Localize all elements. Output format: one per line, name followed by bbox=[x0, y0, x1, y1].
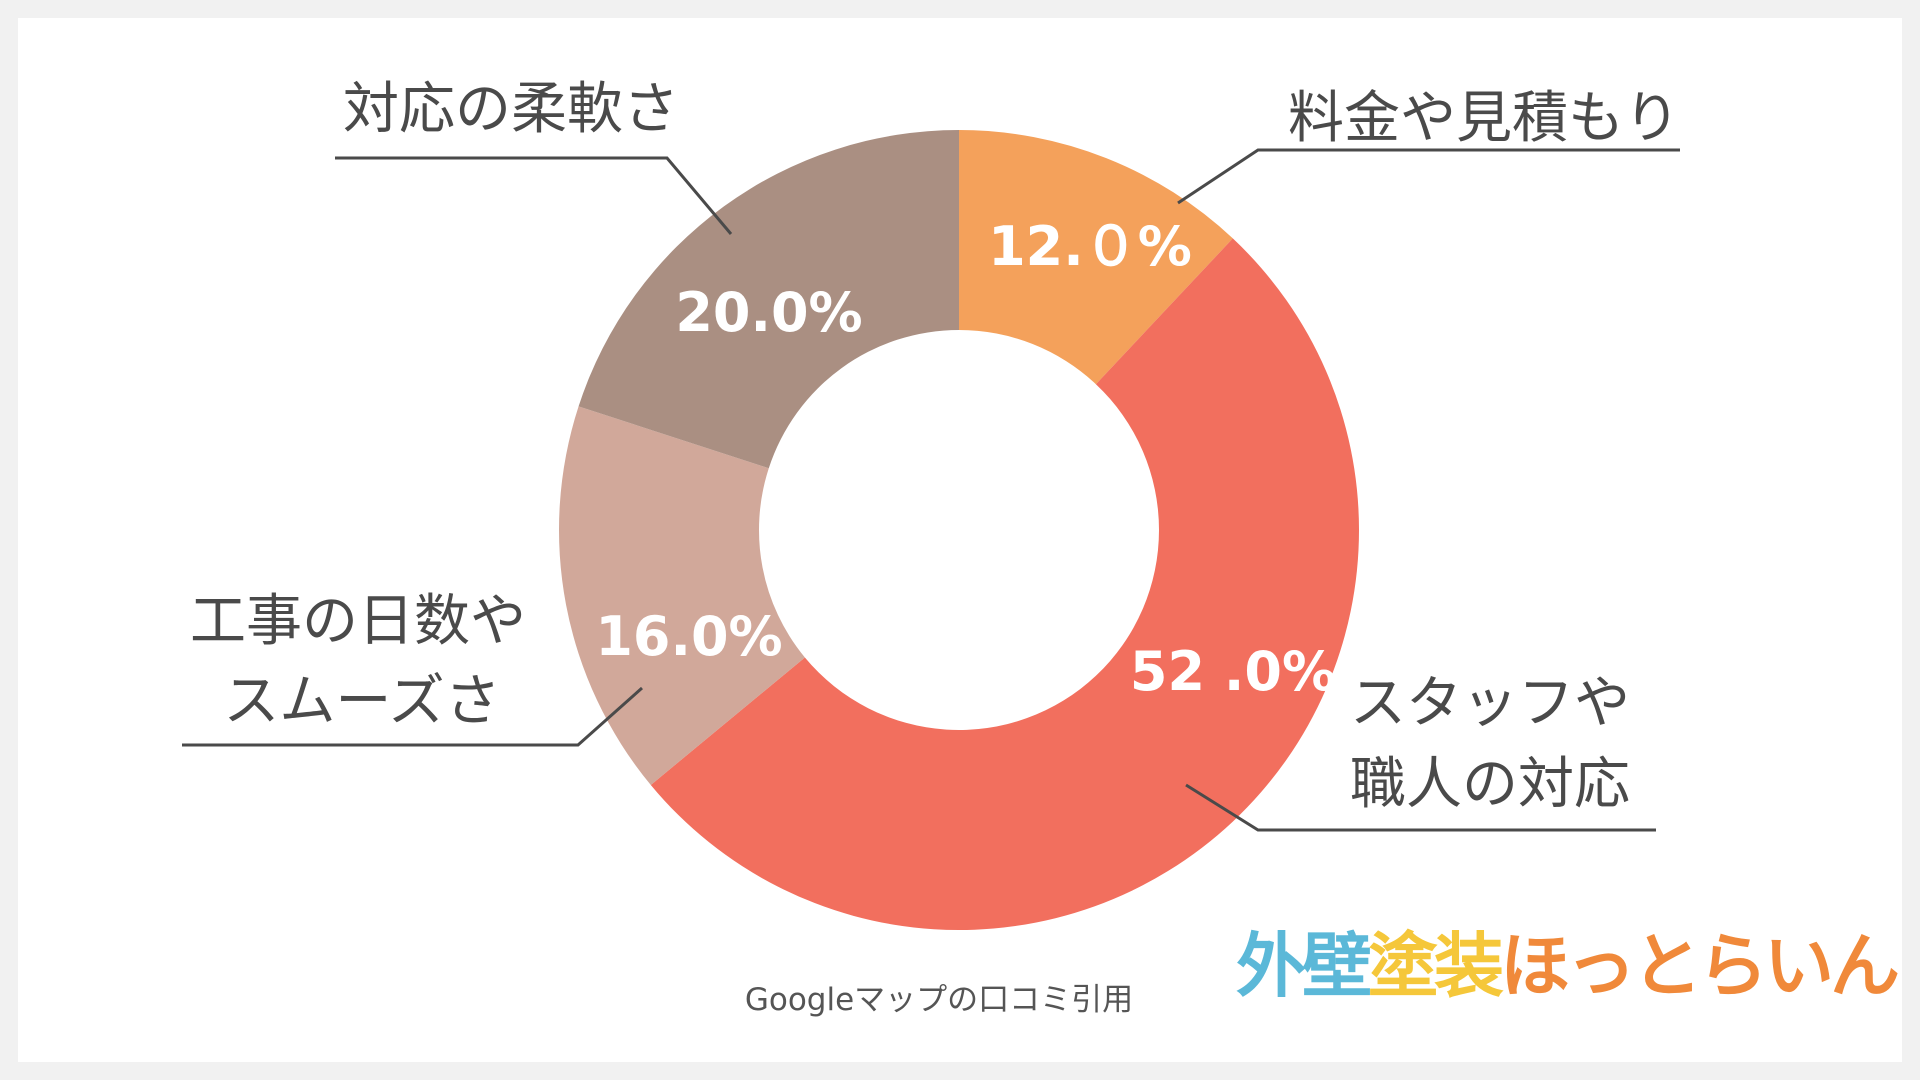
logo-char: と bbox=[1632, 925, 1702, 1007]
category-label-staff-line1: スタッフや bbox=[1350, 671, 1630, 736]
logo-char: ほ bbox=[1500, 925, 1570, 1007]
donut-slices bbox=[559, 130, 1359, 930]
category-label-ryokin: 料金や見積もり bbox=[1288, 86, 1680, 151]
value-label-koji: 16.0% bbox=[595, 605, 782, 668]
logo-char: い bbox=[1764, 925, 1834, 1007]
logo-char: 塗 bbox=[1368, 925, 1438, 1007]
slice-ryokin bbox=[959, 130, 1233, 385]
source-note: Googleマップの口コミ引用 bbox=[745, 982, 1133, 1018]
value-label-taio: 20.0% bbox=[675, 281, 862, 344]
slice-koji bbox=[559, 406, 805, 785]
leader-line-taio bbox=[335, 156, 733, 235]
category-label-koji-line1: 工事の日数や bbox=[190, 589, 526, 654]
category-label-staff-line2: 職人の対応 bbox=[1350, 752, 1630, 817]
logo-char: っ bbox=[1566, 925, 1636, 1007]
logo-char: ん bbox=[1830, 925, 1900, 1007]
logo-char: 外 bbox=[1236, 925, 1306, 1007]
logo-char: ら bbox=[1698, 925, 1768, 1007]
category-label-koji-line2: スムーズさ bbox=[223, 669, 500, 734]
value-label-ryokin: 12.０% bbox=[988, 215, 1192, 278]
value-label-staff: 52 .0% bbox=[1130, 640, 1336, 703]
leader-line-staff bbox=[1185, 783, 1656, 832]
leader-line-koji bbox=[182, 686, 643, 747]
logo-char: 壁 bbox=[1302, 925, 1372, 1007]
slice-staff bbox=[650, 238, 1359, 930]
category-label-taio: 対応の柔軟さ bbox=[343, 77, 679, 142]
logo-char: 装 bbox=[1434, 925, 1504, 1007]
leader-line-ryokin bbox=[1177, 148, 1680, 205]
slice-taio bbox=[578, 130, 959, 469]
